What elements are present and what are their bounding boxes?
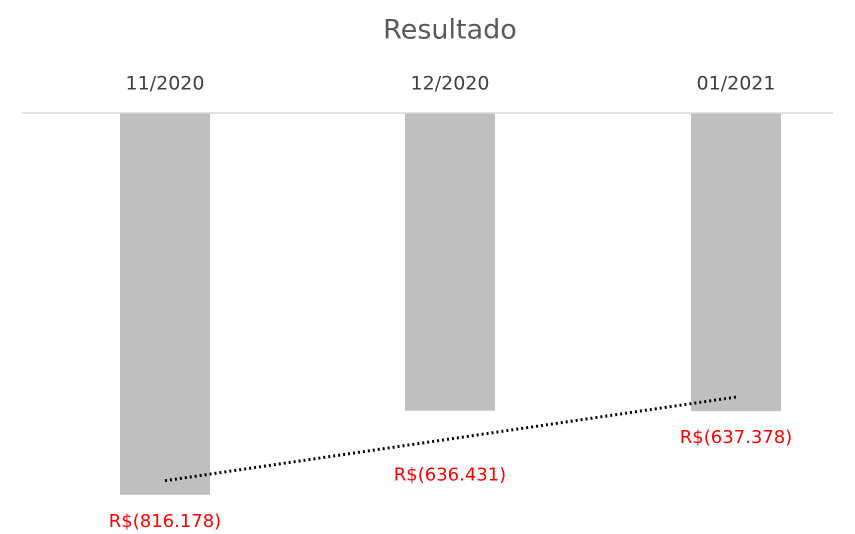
x-tick-label: 01/2021 — [697, 73, 776, 95]
data-label: R$(816.178) — [109, 511, 221, 532]
x-tick-label: 11/2020 — [126, 73, 205, 95]
bar — [405, 113, 495, 411]
data-label: R$(636.431) — [394, 465, 506, 486]
x-tick-label: 12/2020 — [411, 73, 490, 95]
data-label: R$(637.378) — [680, 427, 792, 448]
bar — [120, 113, 210, 495]
bar — [691, 113, 781, 412]
chart-title: Resultado — [383, 15, 517, 46]
trendline — [164, 395, 737, 483]
